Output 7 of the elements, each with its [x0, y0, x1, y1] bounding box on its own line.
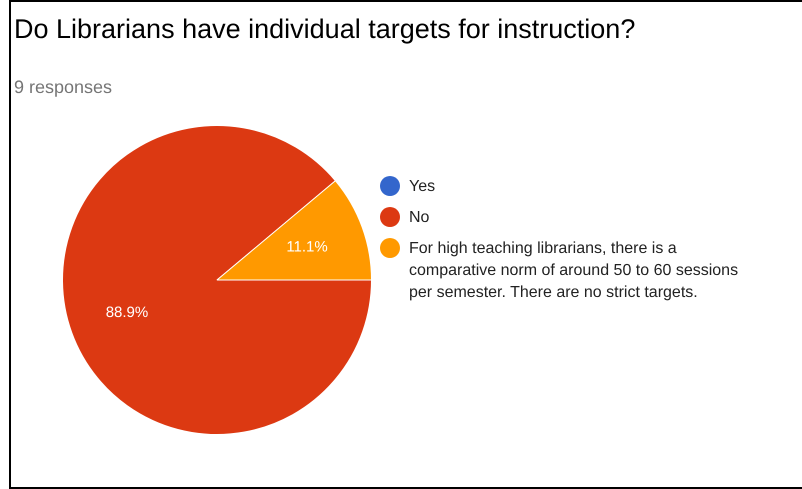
legend-label: Yes: [409, 177, 436, 197]
data-label: 11.1%: [286, 238, 328, 256]
legend-label: No: [409, 208, 430, 228]
chart-title: Do Librarians have individual targets for instruction?: [14, 14, 636, 45]
data-label: 88.9%: [106, 304, 148, 321]
legend-label: For high teaching librarians, there is a comparative norm of around 50 to 60 sessions per semester. There are no strict targets.: [409, 239, 740, 303]
chart-subtitle: 9 responses: [14, 77, 112, 98]
